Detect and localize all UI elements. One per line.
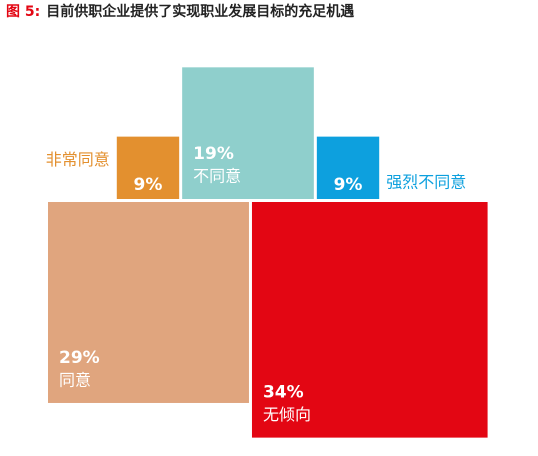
value-label: 19% bbox=[193, 144, 234, 164]
square bbox=[251, 202, 488, 438]
category-label: 非常同意 bbox=[46, 150, 110, 169]
figure-label: 图 5: bbox=[6, 4, 40, 20]
square bbox=[316, 136, 380, 199]
category-label: 强烈不同意 bbox=[386, 173, 466, 192]
chart-title: 图 5: 目前供职企业提供了实现职业发展目标的充足机遇 bbox=[6, 3, 354, 20]
value-label: 34% bbox=[263, 383, 304, 403]
square bbox=[182, 67, 314, 199]
value-label: 9% bbox=[334, 175, 363, 195]
category-label: 无倾向 bbox=[263, 405, 311, 424]
square bbox=[48, 202, 249, 403]
square bbox=[116, 136, 180, 199]
value-label: 29% bbox=[59, 348, 100, 368]
category-label: 同意 bbox=[59, 370, 91, 389]
category-label: 不同意 bbox=[193, 167, 241, 186]
value-label: 9% bbox=[134, 175, 163, 195]
title-text: 目前供职企业提供了实现职业发展目标的充足机遇 bbox=[46, 3, 354, 20]
